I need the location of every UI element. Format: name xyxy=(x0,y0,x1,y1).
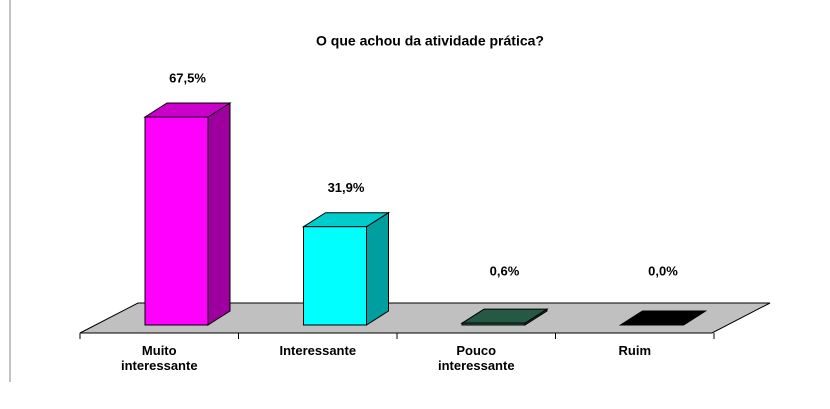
bar xyxy=(461,322,526,326)
value-label: 0,6% xyxy=(490,263,520,278)
x-tick-label: Interessante xyxy=(279,343,357,358)
bar xyxy=(144,116,209,326)
x-tick-label: Pouco interessante xyxy=(437,343,515,373)
bar-top xyxy=(618,310,708,326)
value-label: 0,0% xyxy=(648,263,678,278)
bar-side xyxy=(207,102,231,326)
value-label: 67,5% xyxy=(169,70,206,85)
bar xyxy=(303,226,367,326)
value-label: 31,9% xyxy=(328,180,365,195)
x-tick-label: Muito interessante xyxy=(120,343,198,373)
bar-side xyxy=(366,211,389,326)
x-tick-label: Ruim xyxy=(618,343,652,358)
chart-title: O que achou da atividade prática? xyxy=(316,33,544,49)
